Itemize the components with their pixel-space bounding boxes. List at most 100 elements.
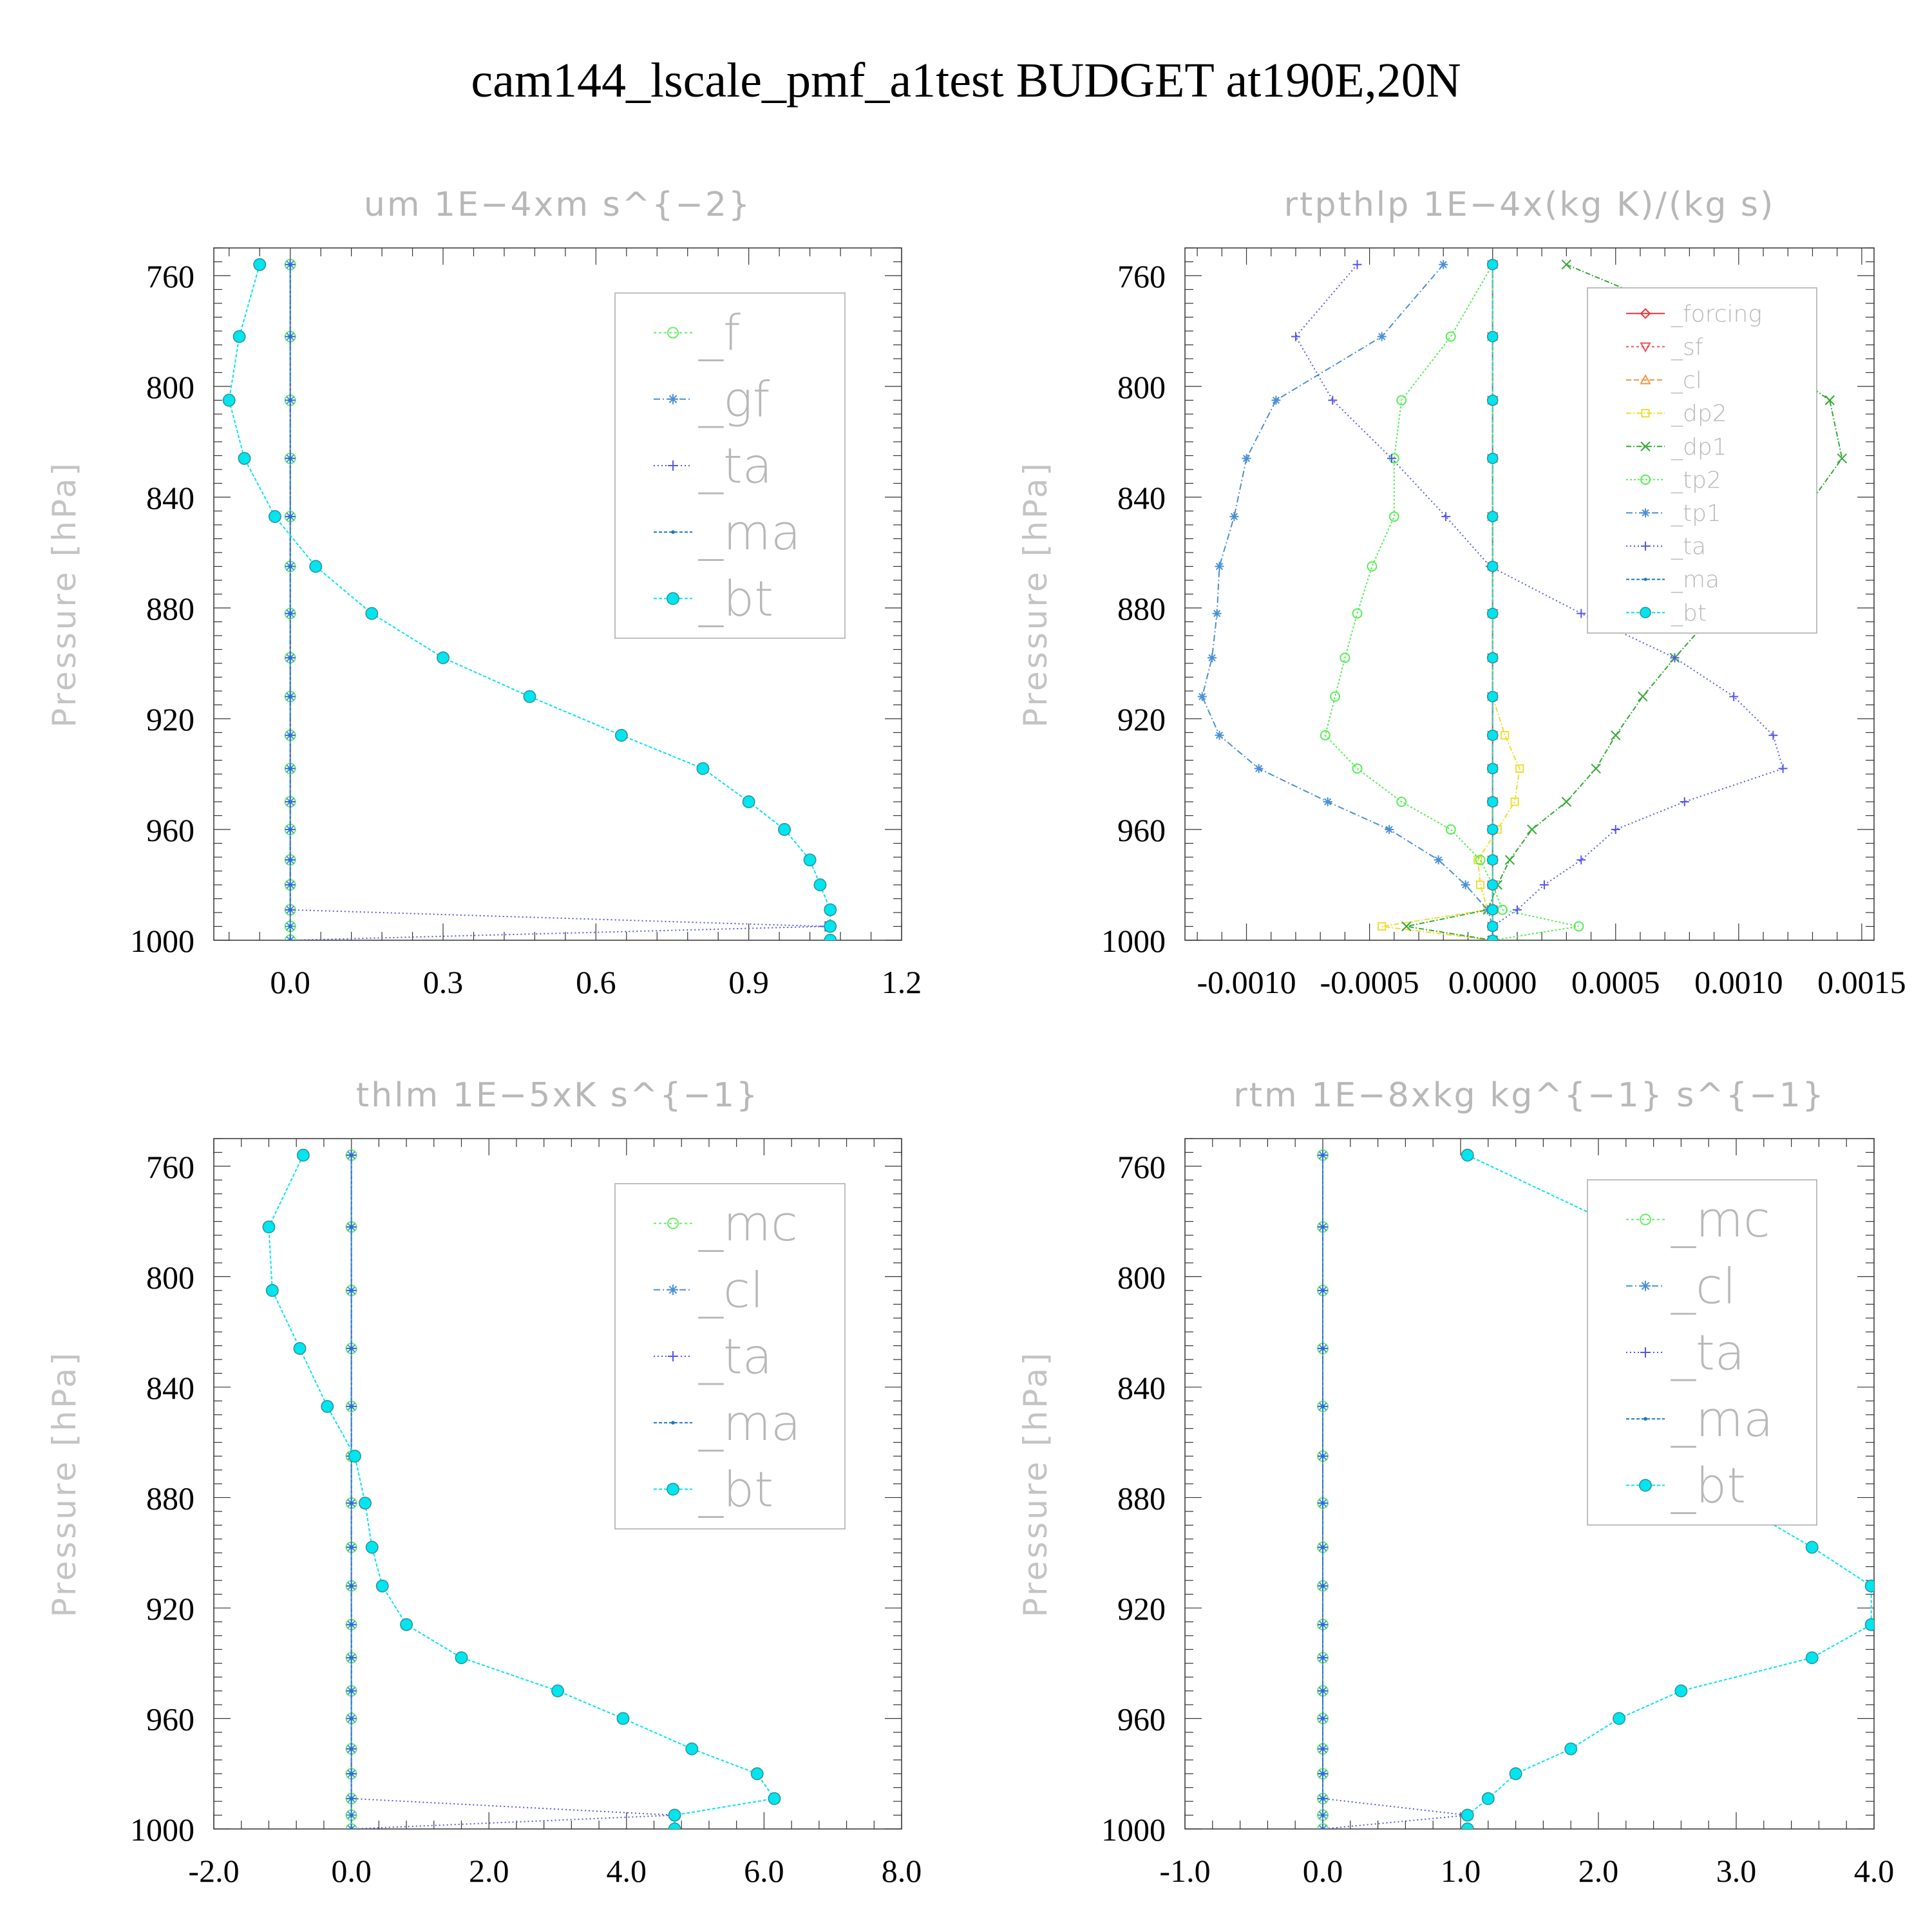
data-point-ma [288, 398, 292, 402]
data-point-bt [742, 795, 755, 808]
data-point-ma [349, 1772, 354, 1776]
x-tick-label: -2.0 [188, 1853, 239, 1889]
y-tick-label: 880 [1117, 591, 1166, 627]
data-point-ma [1321, 1772, 1325, 1776]
legend-marker [1640, 441, 1651, 451]
x-tick-label: 3.0 [1716, 1853, 1757, 1889]
data-point-ma [1321, 1689, 1325, 1693]
data-point-dp1 [1561, 260, 1572, 270]
y-tick-label: 960 [1117, 812, 1166, 848]
data-point-bt [1564, 1742, 1578, 1756]
y-tick-label: 760 [146, 258, 194, 294]
data-point-tp1 [1323, 797, 1332, 806]
data-point-bt [1461, 1148, 1474, 1162]
data-point-bt [365, 1540, 379, 1554]
y-tick-label: 960 [1117, 1701, 1166, 1737]
data-point-ma [288, 883, 292, 887]
x-tick-label: 6.0 [744, 1853, 784, 1889]
plot-area [262, 1148, 781, 1829]
x-tick-label: 0.0010 [1694, 964, 1783, 1000]
y-tick-label: 920 [1117, 701, 1166, 737]
data-point-bt [685, 1742, 699, 1756]
series-line-tp1 [1201, 264, 1493, 940]
y-tick-label: 920 [146, 1591, 194, 1627]
data-point-bt [1481, 1792, 1495, 1805]
y-tick-label: 800 [1117, 1259, 1166, 1295]
data-point-dp2 [1501, 731, 1510, 740]
legend-label: _mc [1671, 1191, 1770, 1248]
y-tick-label: 1000 [1101, 1812, 1166, 1848]
legend-marker [668, 1284, 678, 1295]
x-tick-label: 1.2 [882, 964, 922, 1000]
legend-marker [668, 1351, 678, 1361]
y-axis-label: Pressure [hPa] [1017, 460, 1054, 728]
data-point-bt [616, 1712, 630, 1725]
data-point-tp2 [1352, 763, 1363, 774]
data-point-dp1 [1837, 453, 1848, 464]
data-point-bt [1674, 1684, 1688, 1698]
data-point-ta [1352, 260, 1362, 269]
data-point-bt [222, 393, 236, 407]
x-tick-label: 0.0015 [1817, 964, 1906, 1000]
data-point-ma [288, 907, 292, 912]
data-point-bt [750, 1767, 764, 1781]
y-tick-label: 760 [1117, 1149, 1166, 1185]
legend-box [614, 292, 846, 639]
y-tick-label: 840 [1117, 480, 1166, 516]
data-point-bt [348, 1450, 361, 1463]
data-point-tp1 [1439, 260, 1448, 269]
legend-label: _cl [1671, 368, 1702, 394]
data-point-ta [1729, 692, 1739, 701]
legend-marker [1639, 1479, 1652, 1492]
data-point-bt [1486, 904, 1499, 916]
data-point-dp1 [1824, 395, 1835, 406]
legend-label: _f [698, 304, 741, 361]
legend-label: _ta [1671, 1324, 1745, 1381]
y-tick-label: 840 [146, 480, 194, 516]
data-point-ma [1321, 1813, 1325, 1817]
data-point-bt [1486, 560, 1499, 573]
legend-marker [1641, 542, 1650, 551]
x-tick-label: -0.0005 [1320, 964, 1419, 1000]
data-point-ma [349, 1501, 354, 1505]
data-point-ma [349, 1689, 354, 1693]
data-point-ma [288, 564, 292, 569]
legend-label: _bt [1671, 1457, 1746, 1514]
data-point-bt [268, 510, 281, 524]
legend-marker [667, 327, 679, 339]
data-point-ma [349, 1289, 354, 1293]
legend-label: _bt [698, 570, 773, 627]
panel-rtpthlp: rtpthlp 1E−4x(kg K)/(kg s) Pressure [hPa]… [1017, 185, 1906, 1000]
data-point-ma [288, 457, 292, 460]
data-point-dp2 [1510, 797, 1519, 806]
data-point-tp2 [1330, 691, 1341, 702]
legend-label: _ma [698, 1394, 801, 1452]
data-point-bt [1486, 652, 1499, 664]
panel-um: um 1E−4xm s^{−2} Pressure [hPa] 760 800 840 8… [46, 185, 922, 1000]
data-point-bt [437, 651, 450, 665]
legend-label: _ma [1671, 1390, 1774, 1448]
data-point-ma [1321, 1827, 1325, 1829]
data-point-bt [1805, 1540, 1819, 1554]
data-point-bt [803, 853, 817, 867]
data-point-bt [696, 762, 710, 775]
data-point-ta [1539, 880, 1549, 889]
data-point-bt [813, 878, 827, 891]
data-point-ma [1321, 1747, 1325, 1751]
data-point-bt [551, 1684, 564, 1698]
data-point-ma [1321, 1289, 1325, 1293]
data-point-ma [349, 1747, 354, 1751]
y-tick-label: 760 [146, 1149, 194, 1185]
data-point-ma [288, 734, 292, 737]
data-point-ta [1768, 730, 1778, 740]
data-point-ma [288, 924, 292, 929]
data-point-tp1 [1229, 512, 1239, 522]
data-point-bt [238, 451, 251, 465]
legend-marker [671, 1421, 675, 1425]
data-point-ta [1328, 395, 1338, 405]
data-point-bt [400, 1618, 413, 1631]
data-point-bt [824, 903, 837, 916]
y-tick-label: 760 [1117, 258, 1166, 294]
legend-marker [1640, 342, 1651, 353]
x-tick-label: 0.0 [270, 964, 310, 1000]
